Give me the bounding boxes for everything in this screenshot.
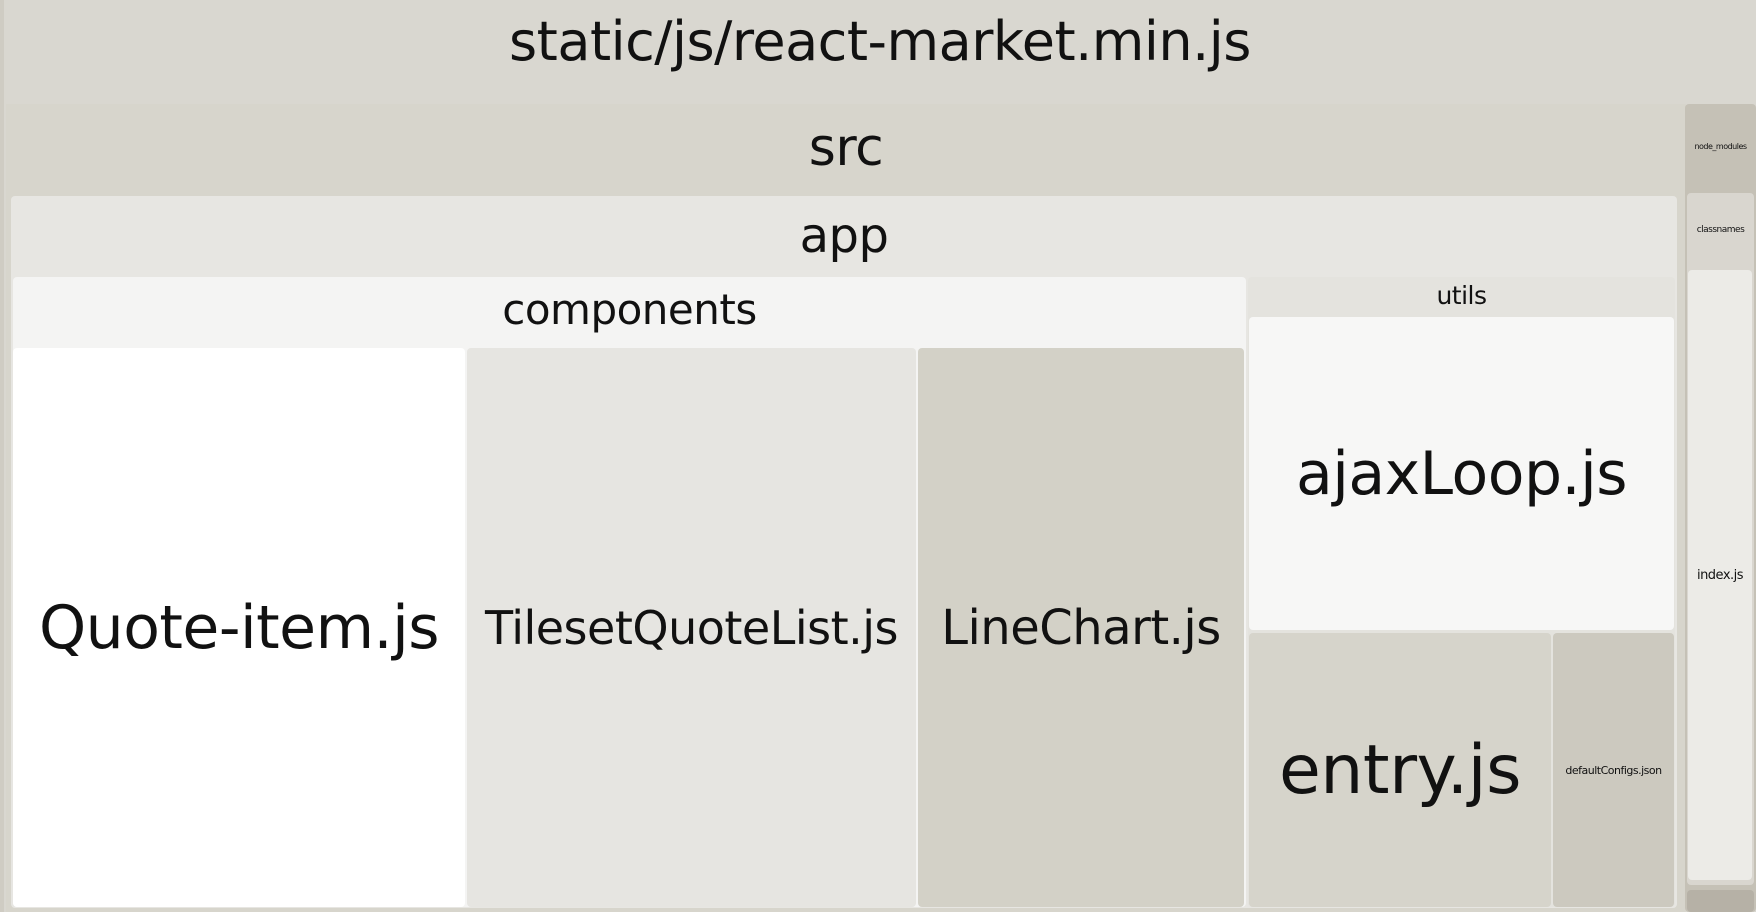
classnames-label: classnames — [1696, 225, 1745, 235]
file-ajax-loop[interactable]: ajaxLoop.js — [1249, 317, 1674, 630]
node-modules-label: node_modules — [1694, 142, 1747, 151]
classnames-index-label: index.js — [1696, 567, 1744, 583]
file-entry[interactable]: entry.js — [1249, 633, 1551, 907]
tileset-quote-list-label: TilesetQuoteList.js — [485, 600, 898, 655]
treemap-node-modules-other[interactable] — [1687, 890, 1754, 912]
default-configs-label: defaultConfigs.json — [1565, 763, 1662, 777]
components-label: components — [502, 285, 757, 334]
file-tileset-quote-list[interactable]: TilesetQuoteList.js — [467, 348, 916, 907]
file-line-chart[interactable]: LineChart.js — [918, 348, 1244, 907]
entry-label: entry.js — [1278, 730, 1522, 810]
file-default-configs[interactable]: defaultConfigs.json — [1553, 633, 1674, 907]
quote-item-label: Quote-item.js — [38, 592, 440, 663]
root-label: static/js/react-market.min.js — [509, 10, 1251, 73]
file-classnames-index[interactable]: index.js — [1688, 270, 1752, 880]
app-label: app — [799, 208, 889, 264]
line-chart-label: LineChart.js — [941, 599, 1221, 656]
ajax-loop-label: ajaxLoop.js — [1295, 438, 1628, 509]
utils-label: utils — [1436, 281, 1487, 310]
file-quote-item[interactable]: Quote-item.js — [13, 348, 465, 907]
src-label: src — [808, 118, 884, 178]
